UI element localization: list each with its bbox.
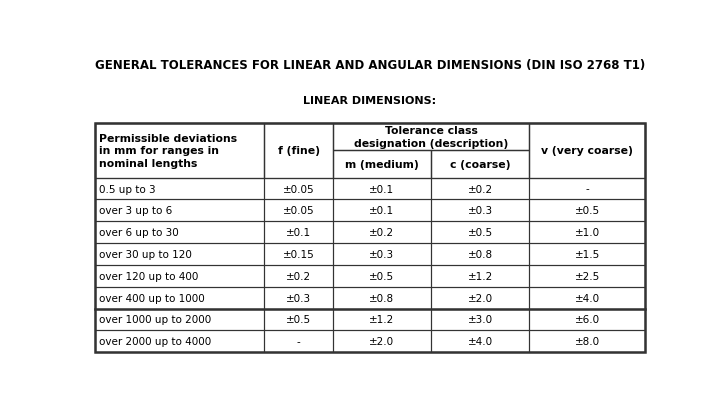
- Bar: [264, 309, 333, 330]
- Bar: [431, 265, 529, 287]
- Bar: [431, 200, 529, 222]
- Bar: [95, 200, 264, 222]
- Bar: [529, 309, 645, 330]
- Bar: [95, 309, 264, 330]
- Text: ±2.0: ±2.0: [468, 293, 492, 303]
- Bar: [264, 287, 333, 309]
- Text: ±0.1: ±0.1: [370, 184, 394, 194]
- Bar: [333, 124, 529, 151]
- Bar: [431, 178, 529, 200]
- Bar: [95, 124, 264, 178]
- Text: ±0.8: ±0.8: [468, 249, 492, 259]
- Bar: [529, 222, 645, 243]
- Bar: [95, 243, 264, 265]
- Text: ±3.0: ±3.0: [468, 315, 492, 324]
- Bar: [529, 287, 645, 309]
- Text: 0.5 up to 3: 0.5 up to 3: [99, 184, 155, 194]
- Text: ±8.0: ±8.0: [575, 336, 600, 346]
- Text: over 1000 up to 2000: over 1000 up to 2000: [99, 315, 211, 324]
- Text: ±0.5: ±0.5: [370, 271, 394, 281]
- Bar: [529, 243, 645, 265]
- Bar: [333, 151, 431, 178]
- Text: ±0.5: ±0.5: [286, 315, 311, 324]
- Text: ±0.05: ±0.05: [283, 206, 314, 216]
- Text: ±0.3: ±0.3: [370, 249, 394, 259]
- Text: LINEAR DIMENSIONS:: LINEAR DIMENSIONS:: [303, 96, 437, 106]
- Bar: [529, 200, 645, 222]
- Text: over 400 up to 1000: over 400 up to 1000: [99, 293, 204, 303]
- Bar: [95, 124, 645, 352]
- Text: ±6.0: ±6.0: [575, 315, 600, 324]
- Bar: [333, 178, 431, 200]
- Text: ±1.2: ±1.2: [370, 315, 394, 324]
- Bar: [264, 265, 333, 287]
- Text: ±2.0: ±2.0: [370, 336, 394, 346]
- Text: ±0.3: ±0.3: [468, 206, 492, 216]
- Bar: [95, 330, 264, 352]
- Text: over 2000 up to 4000: over 2000 up to 4000: [99, 336, 211, 346]
- Bar: [333, 330, 431, 352]
- Bar: [333, 222, 431, 243]
- Bar: [264, 178, 333, 200]
- Bar: [264, 330, 333, 352]
- Text: GENERAL TOLERANCES FOR LINEAR AND ANGULAR DIMENSIONS (DIN ISO 2768 T1): GENERAL TOLERANCES FOR LINEAR AND ANGULA…: [95, 59, 645, 72]
- Text: over 6 up to 30: over 6 up to 30: [99, 228, 178, 237]
- Text: c (coarse): c (coarse): [450, 160, 510, 170]
- Text: ±4.0: ±4.0: [468, 336, 492, 346]
- Bar: [333, 200, 431, 222]
- Bar: [529, 178, 645, 200]
- Text: over 3 up to 6: over 3 up to 6: [99, 206, 172, 216]
- Text: ±0.5: ±0.5: [468, 228, 492, 237]
- Bar: [333, 243, 431, 265]
- Text: ±4.0: ±4.0: [575, 293, 600, 303]
- Bar: [529, 124, 645, 178]
- Bar: [431, 222, 529, 243]
- Text: v (very coarse): v (very coarse): [542, 146, 633, 156]
- Bar: [431, 151, 529, 178]
- Bar: [95, 178, 264, 200]
- Bar: [431, 243, 529, 265]
- Text: ±0.8: ±0.8: [370, 293, 394, 303]
- Text: ±1.2: ±1.2: [468, 271, 493, 281]
- Text: ±1.0: ±1.0: [575, 228, 600, 237]
- Text: ±0.15: ±0.15: [283, 249, 315, 259]
- Text: -: -: [297, 336, 300, 346]
- Text: f (fine): f (fine): [277, 146, 320, 156]
- Bar: [431, 309, 529, 330]
- Text: ±1.5: ±1.5: [575, 249, 600, 259]
- Text: ±0.5: ±0.5: [575, 206, 600, 216]
- Text: -: -: [586, 184, 589, 194]
- Text: m (medium): m (medium): [345, 160, 419, 170]
- Bar: [333, 287, 431, 309]
- Bar: [529, 330, 645, 352]
- Text: Permissible deviations
in mm for ranges in
nominal lengths: Permissible deviations in mm for ranges …: [99, 133, 237, 169]
- Text: ±0.2: ±0.2: [370, 228, 394, 237]
- Bar: [264, 222, 333, 243]
- Bar: [333, 309, 431, 330]
- Bar: [431, 287, 529, 309]
- Text: over 120 up to 400: over 120 up to 400: [99, 271, 198, 281]
- Text: Tolerance class
designation (description): Tolerance class designation (description…: [354, 126, 508, 149]
- Text: ±0.2: ±0.2: [468, 184, 492, 194]
- Text: ±0.1: ±0.1: [370, 206, 394, 216]
- Bar: [95, 287, 264, 309]
- Bar: [95, 222, 264, 243]
- Bar: [264, 243, 333, 265]
- Text: over 30 up to 120: over 30 up to 120: [99, 249, 191, 259]
- Bar: [95, 265, 264, 287]
- Bar: [264, 200, 333, 222]
- Bar: [333, 265, 431, 287]
- Text: ±0.3: ±0.3: [286, 293, 311, 303]
- Text: ±0.05: ±0.05: [283, 184, 314, 194]
- Text: ±0.2: ±0.2: [286, 271, 311, 281]
- Bar: [264, 124, 333, 178]
- Bar: [431, 330, 529, 352]
- Text: ±2.5: ±2.5: [575, 271, 600, 281]
- Bar: [529, 265, 645, 287]
- Text: ±0.1: ±0.1: [286, 228, 311, 237]
